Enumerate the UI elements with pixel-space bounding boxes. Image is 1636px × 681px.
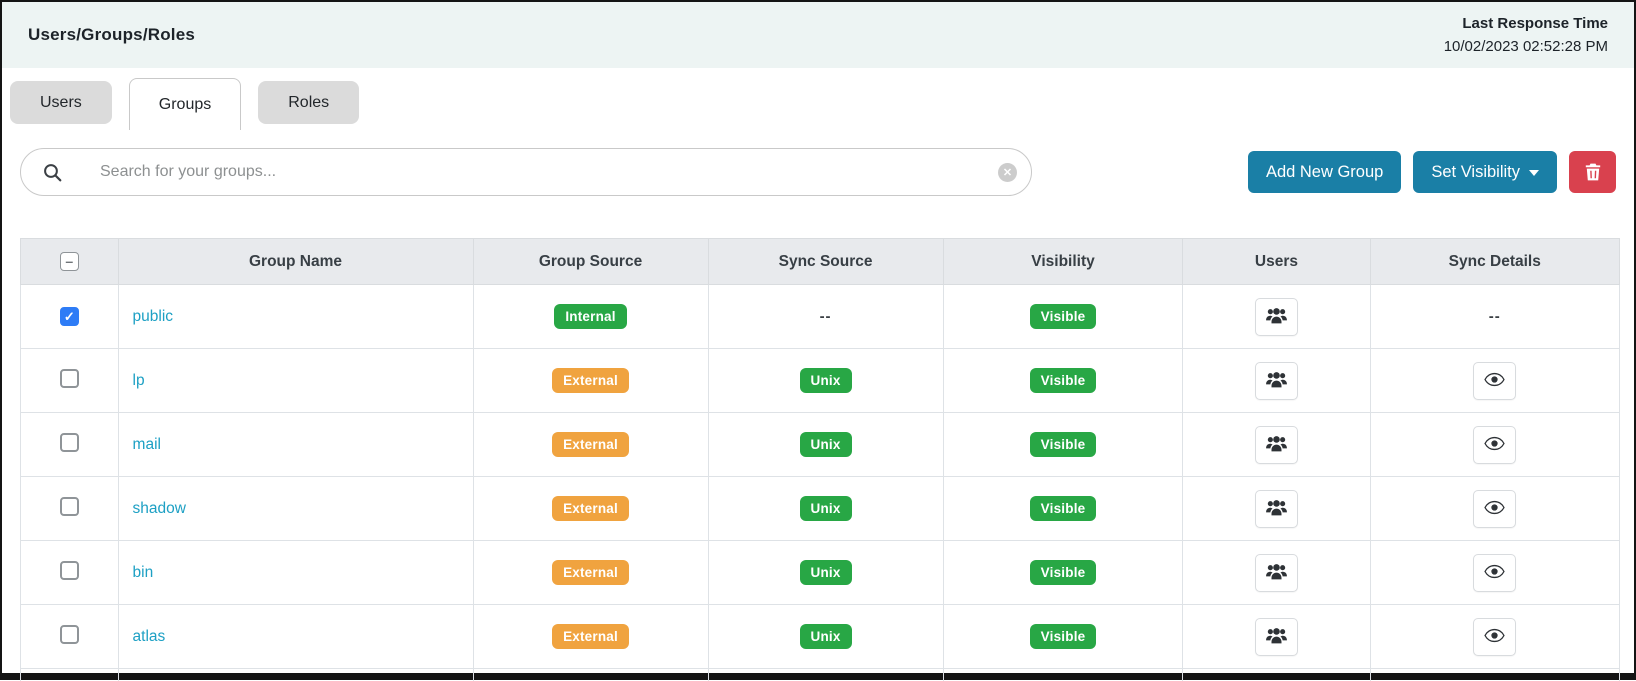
page-title: Users/Groups/Roles — [28, 25, 196, 44]
table-body: ✓ public Internal -- Visible -- lp External Uni… — [20, 284, 1621, 681]
sync-source-badge: Unix — [799, 496, 852, 521]
page-header: Users/Groups/Roles Last Response Time 10… — [2, 2, 1634, 68]
groups-table: – Group Name Group Source Sync Source Visib… — [20, 238, 1621, 681]
eye-icon — [1484, 372, 1505, 390]
users-group-button[interactable] — [1254, 297, 1298, 336]
sync-source-empty: -- — [819, 308, 832, 325]
group-source-badge: External — [552, 432, 629, 457]
select-all-checkbox[interactable]: – — [59, 251, 79, 271]
caret-down-icon — [1529, 170, 1539, 176]
tab-label: Groups — [158, 95, 212, 113]
users-group-icon — [1265, 627, 1288, 647]
column-header-sync-details: Sync Details — [1369, 238, 1621, 285]
visibility-badge: Visible — [1029, 368, 1097, 393]
group-source-badge: External — [552, 496, 629, 521]
users-group-icon — [1265, 307, 1288, 327]
search-bar[interactable]: ✕ — [20, 148, 1032, 196]
column-header-visibility: Visibility — [942, 238, 1184, 285]
row-checkbox[interactable] — [59, 433, 79, 452]
toolbar: ✕ Add New Group Set Visibility — [20, 148, 1616, 196]
table-header-row: – Group Name Group Source Sync Source Visib… — [20, 238, 1621, 285]
visibility-badge: Visible — [1029, 304, 1097, 329]
tab-users[interactable]: Users — [10, 81, 112, 124]
select-all-header: – — [20, 238, 119, 285]
sync-source-badge: Unix — [799, 368, 852, 393]
column-header-group-source: Group Source — [472, 238, 709, 285]
users-group-icon — [1265, 499, 1288, 519]
users-group-icon — [1265, 435, 1288, 455]
sync-details-button[interactable] — [1473, 553, 1517, 592]
last-response-value: 10/02/2023 02:52:28 PM — [1443, 38, 1608, 55]
users-group-button[interactable] — [1254, 553, 1298, 592]
group-name-link[interactable]: shadow — [132, 499, 186, 517]
users-group-icon — [1265, 563, 1288, 583]
last-response-time: Last Response Time 10/02/2023 02:52:28 P… — [1444, 12, 1608, 59]
row-checkbox[interactable]: ✓ — [59, 307, 79, 326]
sync-details-empty: -- — [1488, 308, 1501, 325]
group-source-badge: External — [552, 368, 629, 393]
sync-source-badge: Unix — [799, 560, 852, 585]
tab-roles[interactable]: Roles — [258, 81, 360, 124]
tab-bar: Users Groups Roles — [2, 68, 1634, 130]
group-source-badge: External — [552, 624, 629, 649]
column-header-users: Users — [1182, 238, 1371, 285]
search-icon — [44, 163, 62, 181]
column-header-group-name: Group Name — [117, 238, 474, 285]
table-row: ✓ public Internal -- Visible -- — [20, 284, 1621, 349]
table-row: shadow External Unix Visible — [20, 476, 1621, 541]
table-row: bin External Unix Visible — [20, 540, 1621, 605]
sync-source-badge: Unix — [799, 432, 852, 457]
group-name-link[interactable]: bin — [132, 563, 154, 581]
tab-groups[interactable]: Groups — [128, 78, 242, 130]
group-source-badge: External — [552, 560, 629, 585]
add-new-group-label: Add New Group — [1265, 162, 1384, 181]
eye-icon — [1484, 564, 1505, 582]
group-source-badge: Internal — [554, 304, 627, 329]
users-group-button[interactable] — [1254, 489, 1298, 528]
set-visibility-button[interactable]: Set Visibility — [1413, 151, 1557, 193]
users-group-button[interactable] — [1254, 361, 1298, 400]
eye-icon — [1484, 628, 1505, 646]
clear-search-icon[interactable]: ✕ — [998, 162, 1017, 182]
sync-details-button[interactable] — [1473, 361, 1517, 400]
row-checkbox[interactable] — [59, 369, 79, 388]
tab-label: Users — [40, 93, 82, 111]
users-group-button[interactable] — [1254, 425, 1298, 464]
toolbar-actions: Add New Group Set Visibility — [1247, 151, 1616, 193]
sync-details-button[interactable] — [1473, 489, 1517, 528]
row-checkbox[interactable] — [59, 497, 79, 516]
add-new-group-button[interactable]: Add New Group — [1247, 151, 1402, 193]
set-visibility-label: Set Visibility — [1431, 162, 1520, 181]
sync-details-button[interactable] — [1473, 617, 1517, 656]
table-row: atlas External Unix Visible — [20, 604, 1621, 669]
visibility-badge: Visible — [1029, 560, 1097, 585]
group-name-link[interactable]: atlas — [132, 627, 166, 645]
delete-groups-button[interactable] — [1569, 151, 1616, 193]
group-name-link[interactable]: public — [132, 307, 174, 325]
group-name-link[interactable]: lp — [132, 371, 145, 389]
visibility-badge: Visible — [1029, 432, 1097, 457]
table-row: lp External Unix Visible — [20, 348, 1621, 413]
tab-label: Roles — [288, 93, 330, 111]
search-input[interactable] — [98, 162, 998, 182]
group-name-link[interactable]: mail — [132, 435, 161, 453]
column-header-sync-source: Sync Source — [707, 238, 944, 285]
table-row: mail External Unix Visible — [20, 412, 1621, 477]
users-group-icon — [1265, 371, 1288, 391]
sync-details-button[interactable] — [1473, 425, 1517, 464]
table-row-partial — [20, 668, 1621, 681]
visibility-badge: Visible — [1029, 624, 1097, 649]
eye-icon — [1484, 436, 1505, 454]
trash-icon — [1585, 163, 1600, 181]
visibility-badge: Visible — [1029, 496, 1097, 521]
last-response-label: Last Response Time — [1462, 14, 1608, 32]
row-checkbox[interactable] — [59, 625, 79, 644]
users-group-button[interactable] — [1254, 617, 1298, 656]
eye-icon — [1484, 500, 1505, 518]
sync-source-badge: Unix — [799, 624, 852, 649]
row-checkbox[interactable] — [59, 561, 79, 580]
